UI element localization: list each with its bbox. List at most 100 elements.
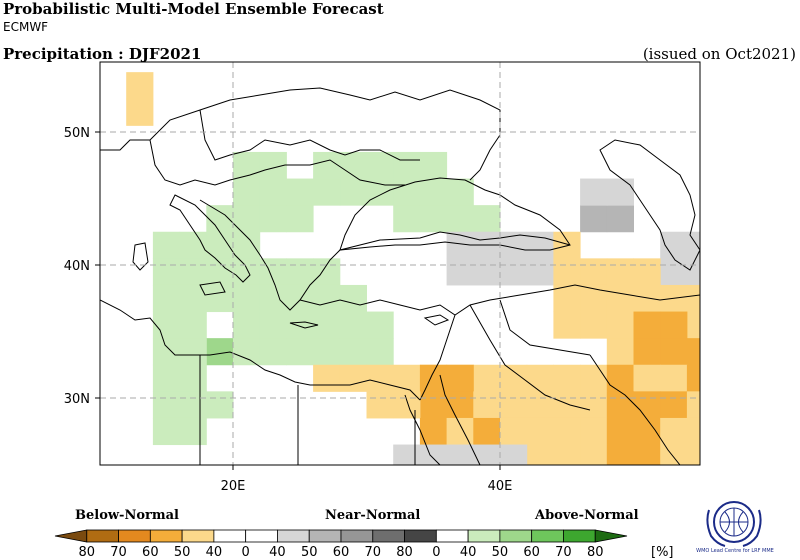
coastline-gulf xyxy=(589,354,681,465)
lat-label-30n: 30N xyxy=(64,392,90,407)
legend-swatch xyxy=(149,529,183,543)
coastline-north-africa xyxy=(100,299,421,401)
forecast-cell xyxy=(473,444,501,465)
forecast-cell xyxy=(419,444,448,465)
forecast-cell xyxy=(553,258,581,286)
coastline-blacksea xyxy=(339,177,571,251)
legend-above-normal: Above-Normal xyxy=(535,508,639,523)
forecast-cell xyxy=(526,364,554,392)
forecast-cell xyxy=(660,444,688,465)
forecast-cell xyxy=(606,391,634,419)
border-egypt xyxy=(297,385,416,465)
legend-swatch xyxy=(531,529,564,543)
legend-tick-label: 0 xyxy=(241,545,250,560)
legend-swatch xyxy=(86,529,119,543)
forecast-cell xyxy=(233,311,261,339)
forecast-cell xyxy=(446,391,474,419)
coastline-turkey xyxy=(299,284,700,316)
forecast-cell xyxy=(660,364,688,392)
legend-swatch xyxy=(499,529,533,543)
legend-tick-label: 80 xyxy=(396,545,413,560)
legend-swatch xyxy=(594,529,628,543)
coastline-caspian xyxy=(599,139,700,271)
border-europe-2 xyxy=(199,109,420,161)
forecast-cell xyxy=(152,338,181,366)
legend-swatch xyxy=(54,529,88,543)
forecast-cell xyxy=(206,284,234,313)
legend-tick-label: 40 xyxy=(459,545,477,560)
legend-tick-label: 0 xyxy=(432,545,441,560)
issued-date: (issued on Oct2021) xyxy=(642,45,796,63)
forecast-cell xyxy=(686,231,700,259)
forecast-cell xyxy=(553,417,581,446)
forecast-cell xyxy=(233,258,261,286)
legend-tick-label: 40 xyxy=(269,545,286,560)
forecast-cell xyxy=(473,391,501,419)
forecast-cell xyxy=(500,417,528,446)
forecast-cell xyxy=(446,444,474,465)
forecast-cell xyxy=(606,364,634,392)
forecast-cell xyxy=(580,417,608,446)
border-mideast-1 xyxy=(499,299,591,356)
forecast-cell xyxy=(179,364,207,392)
forecast-cell xyxy=(660,417,688,446)
forecast-cell xyxy=(633,284,661,313)
lat-label-50n: 50N xyxy=(64,126,90,141)
lat-label-40n: 40N xyxy=(64,259,90,274)
forecast-cell xyxy=(660,231,688,259)
legend-swatch xyxy=(372,529,405,543)
forecast-cell xyxy=(339,338,367,366)
forecast-cell xyxy=(500,258,528,286)
forecast-cell xyxy=(446,417,474,446)
forecast-cell xyxy=(366,178,394,206)
forecast-cell xyxy=(233,338,261,366)
forecast-cell xyxy=(152,284,181,313)
forecast-cell xyxy=(126,98,154,126)
forecast-cell xyxy=(633,364,661,392)
forecast-cell xyxy=(633,417,661,446)
forecast-cell xyxy=(606,338,634,366)
forecast-cell xyxy=(259,284,287,313)
forecast-cell xyxy=(606,417,634,446)
forecast-cell xyxy=(633,338,661,366)
forecast-cell xyxy=(526,417,554,446)
forecast-cell xyxy=(419,205,448,233)
forecast-cell xyxy=(580,391,608,419)
forecast-cell xyxy=(313,338,341,366)
coastline-italy xyxy=(169,194,251,283)
forecast-cell xyxy=(259,338,287,366)
forecast-cell xyxy=(500,391,528,419)
legend-swatch xyxy=(435,529,469,543)
forecast-cell xyxy=(473,258,501,286)
lon-label-40e: 40E xyxy=(488,479,513,494)
legend-tick-label: 80 xyxy=(586,545,604,560)
forecast-cell xyxy=(339,151,367,180)
forecast-cell xyxy=(553,444,581,465)
variable-label: Precipitation : DJF2021 xyxy=(3,45,202,63)
forecast-cell xyxy=(393,364,421,392)
forecast-cell xyxy=(580,444,608,465)
forecast-cell xyxy=(339,364,367,392)
legend-colorbar xyxy=(54,529,628,543)
logo-caption: WMO Lead Centre for LRF MME xyxy=(696,548,774,554)
legend-tick-label: 70 xyxy=(364,545,382,560)
forecast-cell xyxy=(580,178,608,206)
forecast-cell xyxy=(686,364,700,392)
forecast-cell xyxy=(313,364,341,392)
forecast-cell xyxy=(419,364,448,392)
forecast-cell xyxy=(686,284,700,313)
forecast-cell xyxy=(393,205,421,233)
forecast-cell xyxy=(152,311,181,339)
legend-unit: [%] xyxy=(651,545,674,560)
coastline-levant xyxy=(419,314,456,401)
forecast-cell xyxy=(660,311,688,339)
border-europe-1 xyxy=(149,139,405,186)
forecast-cell xyxy=(366,311,394,339)
forecast-cell xyxy=(473,417,501,446)
forecast-cell xyxy=(606,258,634,286)
forecast-cell xyxy=(446,258,474,286)
coastline-redsea xyxy=(404,394,441,465)
coastline-balkans xyxy=(199,199,571,311)
forecast-cell xyxy=(259,205,287,233)
